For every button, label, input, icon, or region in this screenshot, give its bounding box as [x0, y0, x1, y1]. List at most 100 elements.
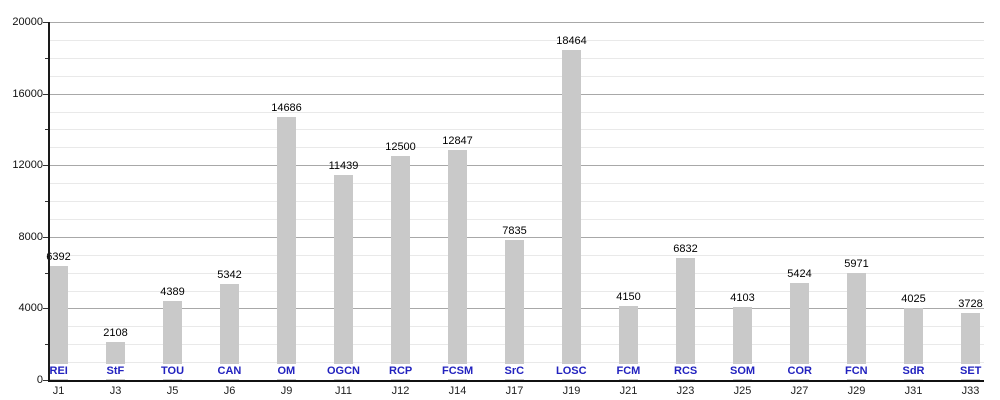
- y-axis-tick: [43, 380, 49, 381]
- club-label: CAN: [215, 364, 244, 379]
- gridline-major: [49, 236, 984, 238]
- y-axis-tick: [45, 57, 49, 59]
- club-label: StF: [104, 364, 127, 379]
- y-axis-line: [48, 22, 50, 382]
- bar[interactable]: [163, 301, 182, 380]
- x-tick-label: J19: [562, 385, 581, 397]
- bar[interactable]: [562, 49, 581, 380]
- club-label: REI: [47, 364, 70, 379]
- club-label: SOM: [728, 364, 758, 379]
- y-axis-tick-label: 16000: [12, 87, 43, 100]
- x-tick-label: J21: [619, 385, 638, 397]
- y-axis-tick-label: 4000: [18, 302, 43, 315]
- bar-value-label: 6832: [673, 242, 698, 255]
- y-axis-tick: [43, 308, 49, 310]
- y-axis-tick: [43, 165, 49, 167]
- x-tick-label: J14: [448, 385, 467, 397]
- y-axis-tick: [45, 272, 49, 274]
- gridline-minor: [49, 218, 984, 220]
- bar-value-label: 5971: [844, 258, 869, 271]
- bar-value-label: 4025: [901, 293, 926, 305]
- bar[interactable]: [391, 156, 410, 381]
- bar[interactable]: [220, 284, 239, 380]
- bar[interactable]: [277, 117, 296, 380]
- y-axis-tick: [43, 22, 49, 23]
- gridline-major: [49, 22, 984, 23]
- y-axis-tick-label: 20000: [12, 16, 43, 28]
- y-axis-tick: [45, 201, 49, 202]
- x-tick-label: J12: [391, 385, 410, 397]
- y-axis-tick-label: 8000: [18, 230, 43, 243]
- y-axis-tick: [43, 93, 49, 95]
- bar[interactable]: [790, 282, 809, 380]
- bar[interactable]: [334, 175, 353, 380]
- x-tick-label: J17: [505, 385, 524, 397]
- x-tick-label: J27: [790, 385, 809, 397]
- x-tick-label: J6: [223, 385, 236, 397]
- bar[interactable]: [904, 308, 923, 380]
- bar[interactable]: [619, 305, 638, 380]
- bar[interactable]: [448, 150, 467, 380]
- bar-value-label: 4103: [730, 291, 755, 304]
- bar[interactable]: [505, 239, 524, 380]
- y-axis-tick: [45, 129, 49, 131]
- y-axis-tick-label: 12000: [12, 159, 43, 172]
- club-label: RCS: [672, 364, 700, 379]
- bar[interactable]: [961, 313, 980, 380]
- gridline-minor: [49, 147, 984, 149]
- x-tick-label: J29: [847, 385, 866, 397]
- bar-value-label: 4150: [616, 290, 641, 303]
- bar[interactable]: [733, 306, 752, 380]
- x-tick-label: J9: [280, 385, 293, 397]
- club-label: OGCN: [325, 364, 362, 379]
- gridline-minor: [49, 57, 984, 59]
- club-label: TOU: [159, 364, 187, 379]
- x-tick-label: J33: [961, 385, 980, 397]
- club-label: COR: [785, 364, 814, 379]
- bar-value-label: 5424: [787, 267, 812, 280]
- x-tick-label: J31: [904, 385, 923, 397]
- bar-value-label: 6392: [46, 250, 71, 263]
- club-label: OM: [275, 364, 298, 379]
- x-tick-label: J3: [109, 385, 122, 397]
- bar[interactable]: [847, 273, 866, 380]
- gridline-minor: [49, 129, 984, 131]
- club-label: RCP: [387, 364, 415, 379]
- club-label: SET: [958, 364, 984, 379]
- bar-value-label: 11439: [328, 160, 359, 173]
- gridline-minor: [49, 39, 984, 41]
- y-axis-tick: [45, 344, 49, 346]
- x-tick-label: J23: [676, 385, 695, 397]
- club-label: FCN: [843, 364, 870, 379]
- y-axis-tick: [43, 236, 49, 238]
- club-label: FCM: [614, 364, 643, 379]
- bar-value-label: 2108: [103, 327, 128, 340]
- gridline-major: [49, 165, 984, 167]
- bar-value-label: 4389: [160, 286, 185, 299]
- x-tick-label: J11: [335, 385, 352, 397]
- gridline-major: [49, 93, 984, 95]
- gridline-minor: [49, 201, 984, 202]
- bar[interactable]: [49, 265, 68, 380]
- x-axis-line: [48, 380, 984, 382]
- gridline-minor: [49, 111, 984, 113]
- bar-value-label: 18464: [556, 34, 587, 47]
- x-tick-label: J25: [733, 385, 752, 397]
- bar-value-label: 12847: [442, 135, 473, 147]
- club-label: FCSM: [440, 364, 476, 379]
- x-tick-label: J1: [52, 385, 65, 397]
- bar-value-label: 7835: [502, 224, 527, 237]
- gridline-minor: [49, 183, 984, 185]
- x-tick-label: J5: [166, 385, 179, 397]
- bar-value-label: 12500: [385, 141, 416, 154]
- bar-value-label: 3728: [958, 298, 983, 311]
- y-axis-tick-label: 0: [36, 374, 43, 386]
- club-label: SrC: [502, 364, 527, 379]
- club-label: SdR: [900, 364, 927, 379]
- bar-value-label: 14686: [271, 102, 302, 115]
- bar-value-label: 5342: [217, 269, 242, 282]
- club-label: LOSC: [554, 364, 589, 379]
- gridline-minor: [49, 75, 984, 77]
- bar[interactable]: [676, 257, 695, 380]
